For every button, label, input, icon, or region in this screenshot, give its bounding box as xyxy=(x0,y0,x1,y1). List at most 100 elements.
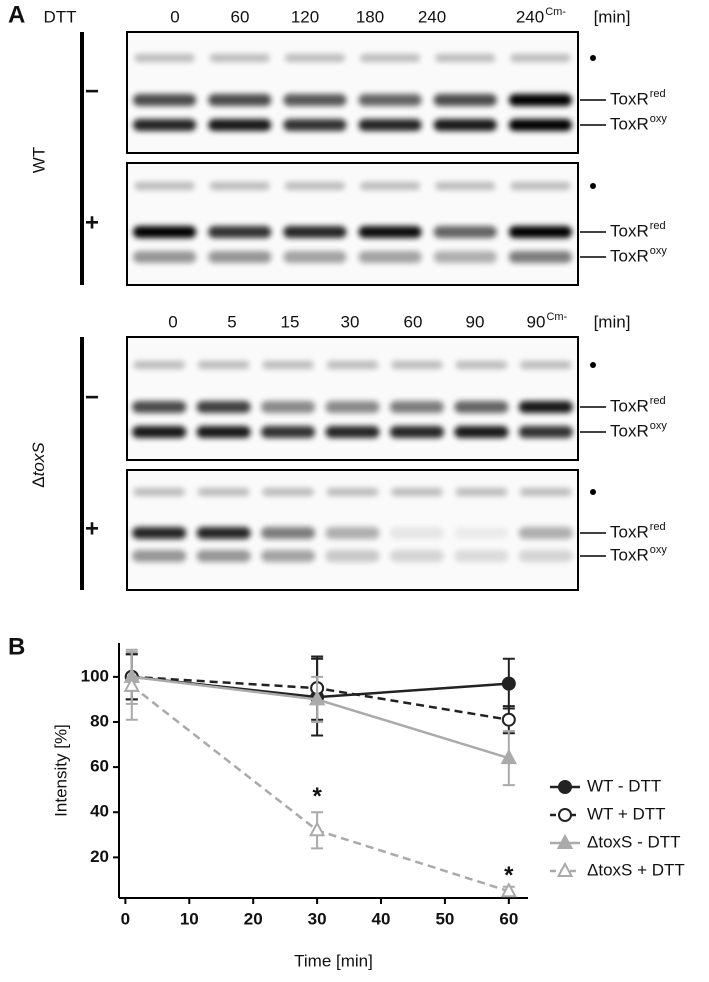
strain-label-part: Δ xyxy=(29,476,48,487)
band-label-sup: oxy xyxy=(650,420,668,432)
data-point xyxy=(501,712,516,727)
blot-band xyxy=(133,226,197,238)
lane-label: 240 xyxy=(516,7,544,26)
blot-band xyxy=(358,94,422,106)
blot-band xyxy=(284,182,345,190)
band-label: ToxR xyxy=(610,545,649,564)
blot-band xyxy=(389,426,444,438)
band-label-sup: oxy xyxy=(650,544,668,556)
y-tick-label: 80 xyxy=(90,711,109,730)
lane-label: 240 xyxy=(418,7,446,26)
band-label-sup: oxy xyxy=(650,245,668,257)
y-tick-label: 20 xyxy=(90,847,109,866)
blot-band xyxy=(455,488,508,496)
blot-band xyxy=(283,94,347,106)
strain-label-part: toxS xyxy=(29,442,48,477)
blot-band xyxy=(454,426,509,438)
treatment-sign: − xyxy=(85,384,99,411)
data-point xyxy=(501,676,516,691)
blot-band xyxy=(518,401,573,413)
legend-label: ΔtoxS + DTT xyxy=(587,860,685,879)
blot-band xyxy=(508,251,572,263)
blot-band xyxy=(133,251,197,263)
blot-band xyxy=(358,251,422,263)
x-tick-label: 60 xyxy=(499,909,518,928)
blot-band xyxy=(389,401,444,413)
marker-dot xyxy=(590,55,596,61)
blot-band xyxy=(132,527,187,539)
blot-band xyxy=(435,54,496,62)
blot-band xyxy=(325,426,380,438)
treatment-sign: − xyxy=(85,78,99,105)
blot-band xyxy=(508,119,572,131)
lane-label: 90 xyxy=(527,312,546,331)
blot-band xyxy=(262,488,314,496)
treatment-sign: + xyxy=(85,515,99,542)
lane-label: 15 xyxy=(281,312,300,331)
blot-band xyxy=(455,361,508,369)
blot-band xyxy=(520,361,572,369)
y-tick-label: 100 xyxy=(81,666,109,685)
annotation: * xyxy=(312,783,322,810)
blot-band xyxy=(508,226,572,238)
blot-band xyxy=(518,527,573,539)
blot-band xyxy=(325,401,380,413)
legend-label: WT + DTT xyxy=(587,804,666,823)
x-tick-label: 50 xyxy=(435,909,454,928)
legend-marker xyxy=(558,808,572,822)
blot-band xyxy=(358,119,422,131)
y-axis-label: Intensity [%] xyxy=(51,724,70,817)
blot-band xyxy=(520,488,572,496)
blot-band xyxy=(326,488,379,496)
lane-label-sup: Cm- xyxy=(545,6,566,18)
blot-band xyxy=(132,550,187,562)
blot-band xyxy=(209,182,270,190)
lane-label-sup: Cm- xyxy=(546,311,567,323)
marker-dot xyxy=(590,362,596,368)
blot-band xyxy=(518,426,573,438)
blot-band xyxy=(134,54,195,62)
band-label: ToxR xyxy=(610,522,649,541)
legend-label: ΔtoxS - DTT xyxy=(587,832,681,851)
blot-band xyxy=(454,401,509,413)
unit-label: [min] xyxy=(594,312,631,331)
blot-band xyxy=(389,550,444,562)
band-label: ToxR xyxy=(610,246,649,265)
blot-band xyxy=(261,426,316,438)
blot-band xyxy=(510,54,571,62)
blot-band xyxy=(197,361,250,369)
band-label: ToxR xyxy=(610,89,649,108)
band-label-sup: red xyxy=(650,395,666,407)
x-tick-label: 10 xyxy=(180,909,199,928)
annotation: * xyxy=(504,862,514,889)
legend-label: WT - DTT xyxy=(587,776,661,795)
legend-marker xyxy=(556,833,574,849)
dtt-label: DTT xyxy=(43,7,76,26)
blot-band xyxy=(132,426,187,438)
unit-label: [min] xyxy=(594,7,631,26)
band-label-sup: oxy xyxy=(650,113,668,125)
blot-band xyxy=(208,94,272,106)
y-tick-label: 60 xyxy=(90,757,109,776)
blot-band xyxy=(454,527,509,539)
blot-band xyxy=(133,94,197,106)
blot-band xyxy=(454,550,509,562)
treatment-sign: + xyxy=(85,209,99,236)
blot-band xyxy=(389,527,444,539)
band-label-sup: red xyxy=(650,88,666,100)
blot-band xyxy=(196,550,251,562)
blot-band xyxy=(284,54,345,62)
blot-band xyxy=(435,182,496,190)
x-tick-label: 0 xyxy=(121,909,130,928)
x-tick-label: 20 xyxy=(244,909,263,928)
band-label: ToxR xyxy=(610,221,649,240)
blot-band xyxy=(133,488,185,496)
lane-label: 90 xyxy=(466,312,485,331)
strain-label: WT xyxy=(29,147,48,173)
band-label: ToxR xyxy=(610,114,649,133)
blot-band xyxy=(132,401,187,413)
blot-band xyxy=(360,54,421,62)
x-tick-label: 30 xyxy=(308,909,327,928)
blot-band xyxy=(508,94,572,106)
